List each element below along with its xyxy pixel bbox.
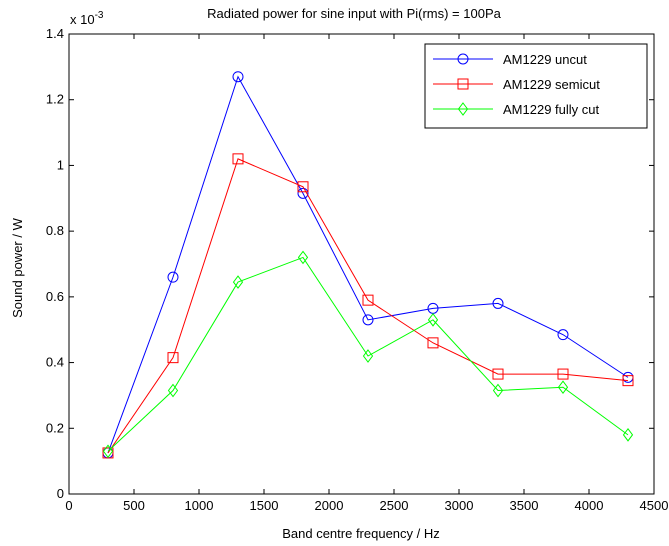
data-point bbox=[167, 383, 179, 398]
data-point bbox=[362, 349, 374, 363]
series-line bbox=[107, 158, 629, 454]
x-tick-label: 1000 bbox=[185, 498, 214, 513]
x-tick-label: 4500 bbox=[640, 498, 669, 513]
x-tick-label: 1500 bbox=[250, 498, 279, 513]
x-tick-label: 3500 bbox=[510, 498, 539, 513]
data-point bbox=[427, 337, 439, 349]
data-point bbox=[232, 275, 244, 289]
legend-marker bbox=[457, 78, 469, 90]
y-tick-label: 1.2 bbox=[46, 92, 64, 107]
legend-label: AM1229 uncut bbox=[503, 52, 587, 67]
series-2 bbox=[102, 153, 634, 459]
data-point bbox=[167, 271, 179, 283]
legend-marker bbox=[457, 102, 469, 116]
data-point bbox=[362, 294, 374, 306]
x-tick-label: 3000 bbox=[445, 498, 474, 513]
legend-entry: AM1229 semicut bbox=[433, 77, 600, 92]
series-line bbox=[107, 75, 629, 454]
y-tick-label: 1 bbox=[57, 157, 64, 172]
x-tick-label: 4000 bbox=[575, 498, 604, 513]
y-axis-label: Sound power / W bbox=[10, 217, 25, 317]
legend-entry: AM1229 fully cut bbox=[433, 102, 599, 117]
data-point bbox=[622, 428, 634, 442]
y-exponent-power: -3 bbox=[95, 10, 104, 21]
y-tick-label: 0 bbox=[57, 486, 64, 501]
legend-label: AM1229 fully cut bbox=[503, 102, 599, 117]
x-tick-label: 2000 bbox=[315, 498, 344, 513]
data-point bbox=[167, 352, 179, 364]
chart-title: Radiated power for sine input with Pi(rm… bbox=[207, 6, 501, 21]
legend-label: AM1229 semicut bbox=[503, 77, 600, 92]
series-layer bbox=[102, 71, 634, 459]
data-point bbox=[297, 250, 309, 265]
y-tick-label: 0.6 bbox=[46, 289, 64, 304]
x-tick-label: 2500 bbox=[380, 498, 409, 513]
data-point bbox=[232, 153, 244, 165]
data-point bbox=[557, 329, 569, 341]
x-tick-label: 500 bbox=[123, 498, 145, 513]
series-line bbox=[107, 256, 629, 452]
data-point bbox=[297, 187, 309, 199]
data-point bbox=[492, 297, 504, 309]
data-point bbox=[297, 181, 309, 193]
series-1 bbox=[102, 71, 634, 459]
data-point bbox=[427, 313, 439, 327]
legend-marker bbox=[457, 53, 469, 65]
legend: AM1229 uncut AM1229 semicut AM1229 fully c… bbox=[424, 43, 648, 129]
data-point bbox=[362, 314, 374, 326]
data-point bbox=[102, 444, 114, 459]
y-exponent-base: x 10 bbox=[70, 12, 95, 27]
y-tick-label: 0.4 bbox=[46, 355, 64, 370]
series-3 bbox=[102, 250, 634, 459]
data-point bbox=[622, 375, 634, 387]
data-point bbox=[492, 368, 504, 380]
x-axis-label: Band centre frequency / Hz bbox=[282, 526, 440, 541]
y-tick-label: 0.8 bbox=[46, 223, 64, 238]
data-point bbox=[232, 71, 244, 83]
legend-entry: AM1229 uncut bbox=[433, 52, 587, 67]
data-point bbox=[557, 368, 569, 380]
axis-ticks: 0 500 1000 1500 2000 2500 3000 3500 4000 4500 0 0.2… bbox=[46, 26, 669, 513]
y-exponent-label: x 10-3 bbox=[70, 10, 104, 27]
data-point bbox=[557, 380, 569, 395]
y-tick-label: 1.4 bbox=[46, 26, 64, 41]
x-tick-label: 0 bbox=[65, 498, 72, 513]
axes-frame bbox=[68, 33, 655, 495]
data-point bbox=[492, 383, 504, 398]
y-tick-label: 0.2 bbox=[46, 420, 64, 435]
